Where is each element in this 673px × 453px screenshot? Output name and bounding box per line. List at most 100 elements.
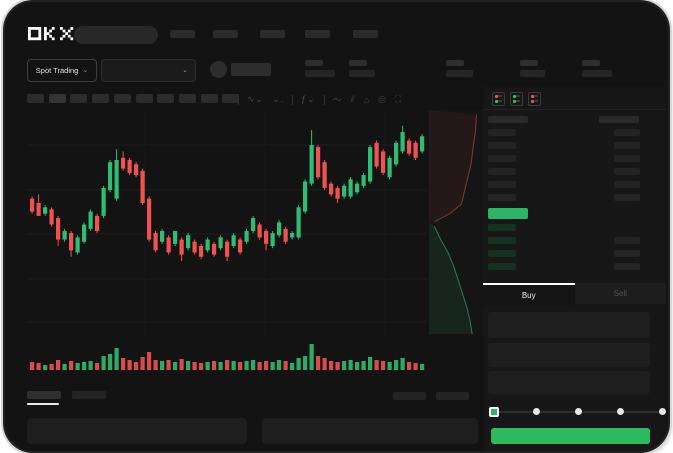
ticker-stat-label-placeholder (520, 60, 538, 66)
okx-logo (28, 27, 74, 41)
icon-dot (495, 95, 498, 98)
last-price-badge[interactable] (488, 208, 528, 219)
nav-item-placeholder[interactable] (305, 30, 330, 38)
bid-price-placeholder[interactable] (488, 250, 516, 257)
chevron-down-icon: ⌄ (182, 67, 188, 74)
divider (292, 94, 294, 105)
ticker-stat-value-placeholder (305, 70, 335, 77)
ticker-stat-label-placeholder (349, 60, 367, 66)
timeframe-button-placeholder[interactable] (157, 94, 175, 103)
bottom-action-placeholder-2[interactable] (436, 392, 469, 400)
timeframe-button-placeholder[interactable] (113, 94, 131, 103)
icon-line (534, 100, 538, 102)
divider (483, 109, 666, 110)
chart-tools: ∿⌄ ⌄. ƒ⌄ ～ ⫽ ⌂ ◎ ⛶ (238, 93, 402, 106)
pair-name-placeholder (231, 63, 271, 76)
amount-input[interactable] (488, 343, 650, 367)
ask-amount-placeholder (614, 181, 640, 188)
icon-dot (513, 95, 516, 98)
bid-amount-placeholder (614, 250, 640, 257)
ask-price-placeholder[interactable] (488, 129, 516, 136)
line-tool-icon[interactable]: ～ (332, 95, 343, 105)
ask-amount-placeholder (614, 168, 640, 175)
bottom-tab-active-underline (27, 403, 59, 405)
chevron-down-icon: ⌄ (82, 67, 89, 74)
ticker-stat-label-placeholder (305, 60, 323, 66)
timeframe-button-placeholder[interactable] (92, 94, 110, 103)
ticker-stat-label-placeholder (446, 60, 464, 66)
divider (238, 94, 239, 105)
icon-dot (531, 95, 534, 98)
slider-stop-dot[interactable] (659, 408, 666, 415)
market-type-selector[interactable]: Spot Trading ⌄ (27, 59, 97, 82)
bottom-tab-orders[interactable] (27, 391, 61, 399)
camera-icon[interactable]: ⌂ (363, 94, 371, 105)
nav-item-placeholder[interactable] (353, 30, 378, 38)
book-asks-icon[interactable] (528, 92, 541, 106)
settings-clock-icon[interactable]: ◎ (378, 94, 388, 104)
icon-line (534, 95, 538, 97)
timeframe-button-placeholder[interactable] (135, 94, 153, 103)
bid-price-placeholder[interactable] (488, 263, 516, 270)
icon-line (516, 95, 520, 97)
icon-dot (495, 100, 498, 103)
ticker-stat-value-placeholder (582, 70, 612, 77)
compare-icon[interactable]: ⫽ (350, 94, 356, 104)
ask-price-placeholder[interactable] (488, 142, 516, 149)
nav-item-placeholder[interactable] (170, 30, 195, 38)
buy-submit-button[interactable] (491, 428, 650, 444)
ask-price-placeholder[interactable] (488, 181, 516, 188)
icon-dot (531, 100, 534, 103)
tab-sell[interactable]: Sell (574, 283, 666, 304)
fullscreen-icon[interactable]: ⛶ (395, 94, 403, 104)
bottom-action-placeholder-1[interactable] (393, 392, 426, 400)
amount-slider-handle[interactable] (489, 407, 499, 417)
nav-item-placeholder[interactable] (260, 30, 285, 38)
timeframe-button-placeholder[interactable] (178, 94, 196, 103)
ask-price-placeholder[interactable] (488, 194, 516, 201)
depth-profile (429, 110, 483, 334)
candlestick-chart[interactable] (27, 110, 427, 374)
tab-sell-label: Sell (613, 289, 627, 298)
total-input[interactable] (488, 371, 650, 394)
bid-price-placeholder[interactable] (488, 237, 516, 244)
ask-price-placeholder[interactable] (488, 168, 516, 175)
coin-avatar (210, 61, 227, 78)
timeframe-button-placeholder[interactable] (27, 94, 44, 103)
slider-stop-dot[interactable] (575, 408, 582, 415)
tab-buy[interactable]: Buy (483, 283, 575, 306)
tab-buy-label: Buy (521, 291, 536, 300)
book-bids-icon[interactable] (510, 92, 523, 106)
timeframe-button-placeholder[interactable] (70, 94, 88, 103)
divider (323, 94, 325, 105)
ticker-stat-value-placeholder (520, 70, 545, 77)
ask-amount-placeholder (614, 155, 640, 162)
candle-style-icon[interactable]: ∿⌄ (247, 94, 265, 104)
bid-amount-placeholder (614, 263, 640, 270)
ticker-stat-value-placeholder (446, 70, 473, 77)
bottom-tab-history[interactable] (72, 391, 106, 399)
header-search-input[interactable] (74, 26, 158, 44)
trade-tabs: Buy Sell (483, 283, 666, 306)
nav-item-placeholder[interactable] (213, 30, 238, 38)
pair-selector-dropdown[interactable]: ⌄ (101, 59, 196, 82)
indicators-icon[interactable]: ƒ⌄ (301, 94, 316, 104)
slider-stop-dot[interactable] (533, 408, 540, 415)
icon-dot (513, 100, 516, 103)
book-both-icon[interactable] (492, 92, 505, 106)
orderbook-view-toggles (492, 92, 552, 106)
ask-price-placeholder[interactable] (488, 155, 516, 162)
chart-type-icon[interactable]: ⌄. (272, 94, 285, 104)
bottom-panel-left (27, 418, 247, 444)
timeframe-button-placeholder[interactable] (200, 94, 218, 103)
price-input[interactable] (488, 312, 650, 338)
bottom-panel-right (262, 418, 478, 444)
slider-stop-dot[interactable] (617, 408, 624, 415)
orderbook-col-header-price (488, 116, 528, 123)
icon-line (516, 100, 520, 102)
bid-price-placeholder[interactable] (488, 224, 516, 231)
timeframe-button-placeholder[interactable] (222, 94, 240, 103)
timeframe-button-placeholder[interactable] (48, 94, 66, 103)
bid-amount-placeholder (614, 237, 640, 244)
